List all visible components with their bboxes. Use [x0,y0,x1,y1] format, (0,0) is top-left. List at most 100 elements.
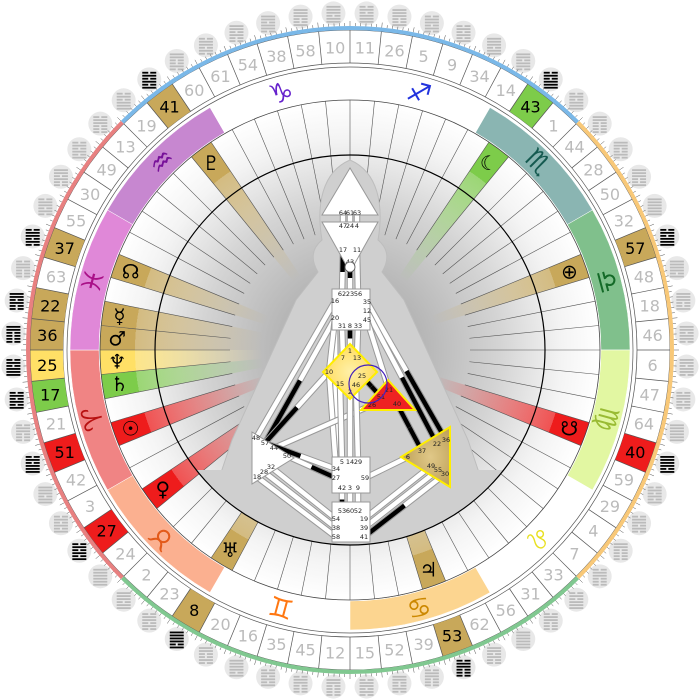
gate-number-28: 28 [583,161,603,180]
hexagram-line [24,433,31,436]
planet-glyph-pluto-icon: ♇ [202,151,220,175]
tick-mark [627,181,631,184]
hexagram-line [150,77,157,80]
tick-mark [69,181,73,184]
gate-cell-divider [54,459,85,473]
gate-number-9: 9 [447,56,457,75]
tick-mark [516,627,519,631]
gate-cell-divider [54,227,85,241]
hexagram-badge [674,321,699,346]
gate-divider-line [118,254,240,305]
tick-mark [35,254,41,257]
planet-glyph-sun-icon: ☉ [122,416,140,440]
hexagram-line [569,107,584,110]
gate-label-33: 33 [354,322,362,330]
hexagram-line [14,334,21,337]
tick-mark [275,665,277,669]
gate-number-63: 63 [46,267,66,286]
hexagram-line [46,207,53,210]
tick-mark [42,239,46,242]
hexagram-line [569,101,584,104]
tick-mark [54,488,58,491]
tick-mark [177,72,180,75]
tick-mark [31,423,35,425]
gate-number-17: 17 [40,385,60,404]
hexagram-line [432,669,439,672]
tick-mark [667,285,673,288]
channel-29-46 [353,384,361,463]
tick-mark [265,34,267,38]
hexagram-line [669,427,684,430]
gate-number-34: 34 [469,67,489,86]
tick-mark [32,270,36,272]
tick-mark [659,254,665,257]
hexagram-line [569,98,576,101]
hexagram-line [206,653,213,655]
planet-wedge-pluto [191,142,306,289]
gate-number-8: 8 [189,601,199,620]
hexagram-line [621,150,628,153]
tick-mark [76,167,81,171]
tick-mark [155,87,158,90]
gate-number-12: 12 [325,644,345,663]
gate-cell-divider [635,318,669,323]
tick-mark [563,593,566,597]
hexagram-line [6,359,13,361]
hexagram-line [679,368,694,370]
hexagram-line [269,675,276,678]
hexagram-line [237,40,244,42]
hexagram-line [269,669,276,672]
gate-number-32: 32 [614,211,634,230]
hexagram-line [17,299,24,301]
channel-19-49 [362,464,433,521]
hexagram-line [150,628,157,630]
hexagram-line [198,49,213,52]
hexagram-line [61,181,68,184]
tick-mark [551,93,554,97]
hexagram-line [632,175,647,178]
hexagram-line [592,574,607,577]
center-g-center [321,342,379,401]
hexagram-line [647,489,662,492]
tick-mark [90,150,94,153]
hexagram-line [142,622,149,624]
hexagram-line [326,17,341,20]
hexagram-line [543,80,558,83]
hexagram-line [169,53,184,56]
gate-number-26: 26 [384,41,404,60]
tick-mark [603,551,607,554]
hexagram-line [33,228,40,231]
tick-mark [659,443,665,446]
hexagram-line [9,299,16,301]
hexagram-line [53,175,60,178]
tick-mark [205,640,207,644]
hexagram-line [198,653,205,655]
hexagram-line [177,643,184,646]
gate-cell-divider [509,588,529,617]
hexagram-line [24,269,31,272]
hexagram-line [577,92,584,95]
gate-number-20: 20 [210,615,230,634]
gate-number-10: 10 [325,38,345,57]
hexagram-line [206,46,213,49]
hexagram-line [669,430,684,433]
hexagram-line [679,331,686,334]
tick-mark [428,664,430,668]
gate-label-42: 42 [338,484,346,492]
hexagram-line [679,365,686,367]
tick-mark [167,619,171,624]
hexagram-line [613,543,628,546]
tick-mark [280,30,282,34]
tick-mark [28,407,32,409]
tick-mark [571,111,574,114]
hexagram-line [229,37,236,39]
tick-mark [622,172,625,175]
hexagram-line [61,515,68,518]
tick-mark [586,571,589,574]
tick-mark [64,507,67,510]
tick-mark [100,138,104,141]
tick-mark [668,407,672,409]
center-head [321,167,379,216]
hexagram-line [38,492,53,495]
